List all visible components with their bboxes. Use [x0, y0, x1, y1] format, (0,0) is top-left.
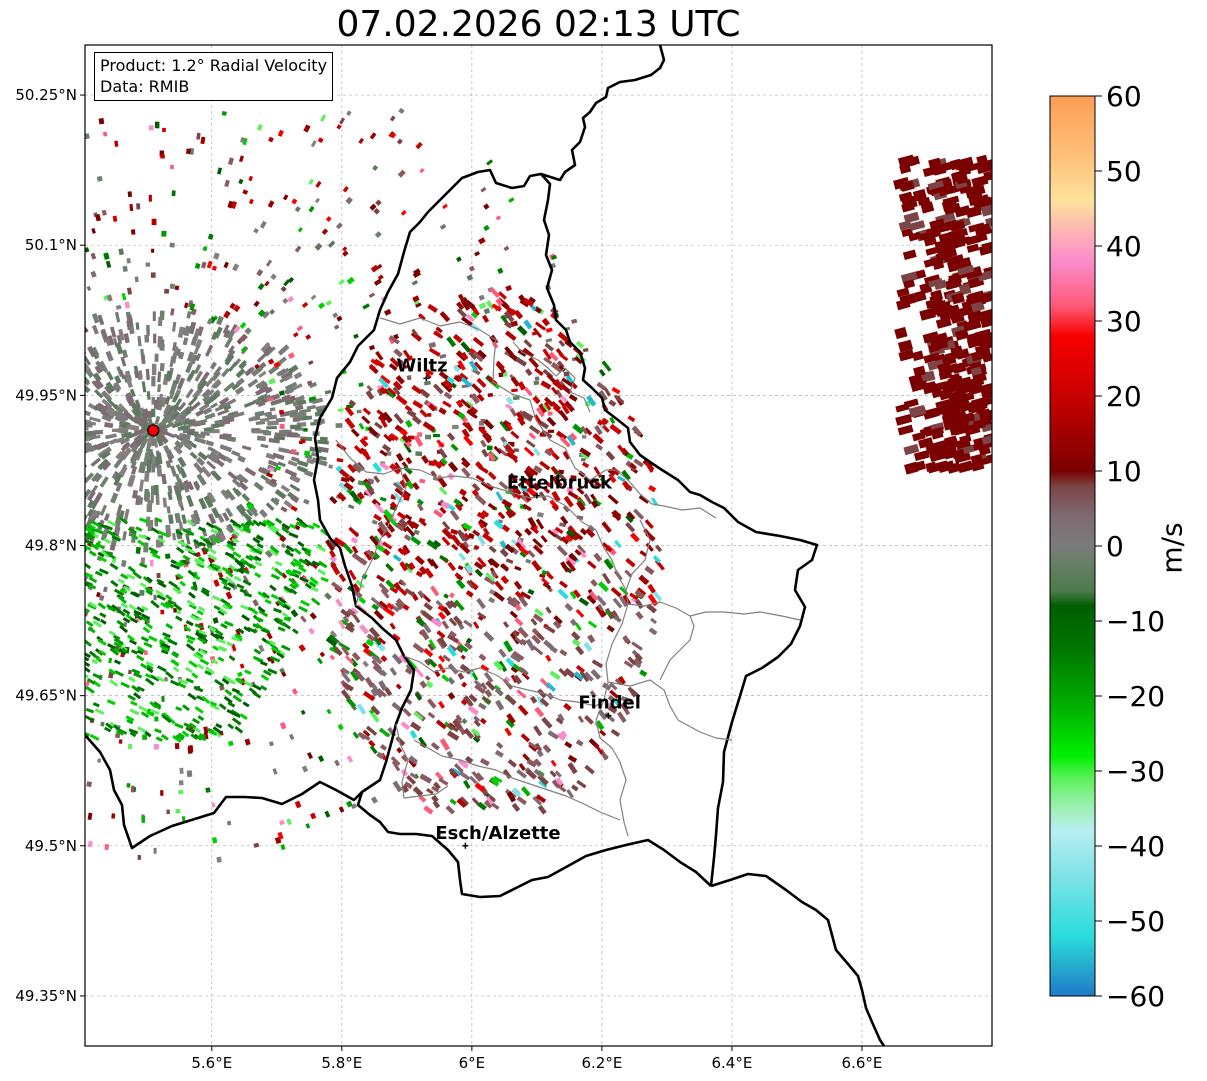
border-belgium-luxembourg — [427, 168, 819, 887]
colorbar-tick-label: −30 — [1106, 755, 1165, 788]
border-luxembourg-west — [312, 211, 712, 899]
data-source-label: Data: RMIB — [100, 77, 190, 96]
city-marker — [605, 712, 612, 719]
axis-ticks: 5.6°E 5.8°E 6°E 6.2°E 6.4°E 6.6°E 50.25°N 50.1°… — [15, 86, 882, 1072]
colorbar-tick-label: 20 — [1106, 380, 1142, 413]
city-marker — [533, 492, 540, 499]
lon-tick-label: 6.4°E — [712, 1054, 753, 1072]
lat-tick-label: 49.95°N — [15, 386, 77, 404]
radar-echo-layer — [85, 107, 992, 863]
city-label: Wiltz — [396, 355, 447, 376]
city-label: Findel — [578, 693, 641, 714]
colorbar-tick-label: 10 — [1106, 455, 1142, 488]
colorbar-tick-label: 30 — [1106, 305, 1142, 338]
lat-tick-label: 50.25°N — [15, 86, 77, 104]
lon-tick-label: 6°E — [459, 1054, 486, 1072]
lat-tick-label: 49.5°N — [25, 837, 77, 855]
country-borders — [85, 45, 886, 1046]
colorbar-unit-label: m/s — [1155, 522, 1189, 574]
colorbar-tick-label: 0 — [1106, 530, 1124, 563]
product-info-box: Product: 1.2° Radial Velocity Data: RMIB — [94, 52, 334, 101]
lon-tick-label: 5.6°E — [191, 1054, 232, 1072]
colorbar-tick-label: −50 — [1106, 905, 1165, 938]
lon-tick-label: 6.6°E — [842, 1054, 883, 1072]
lat-tick-label: 49.35°N — [15, 987, 77, 1005]
colorbar-gradient — [1049, 95, 1096, 997]
canton-borders — [335, 317, 801, 837]
colorbar-tick-label: 50 — [1106, 155, 1142, 188]
lat-tick-label: 50.1°N — [25, 236, 77, 254]
city-marker — [423, 375, 430, 382]
map-title: 07.02.2026 02:13 UTC — [336, 4, 741, 45]
lon-tick-label: 6.2°E — [581, 1054, 622, 1072]
colorbar-ticks: 60 50 40 30 20 10 0 −10 −20 −30 −40 −50 −60 — [1095, 80, 1165, 1013]
colorbar-tick-label: −40 — [1106, 830, 1165, 863]
colorbar-tick-label: −10 — [1106, 605, 1165, 638]
city-label: Ettelbruck — [507, 472, 613, 493]
border-germany-france — [710, 872, 886, 1046]
lat-tick-label: 49.65°N — [15, 687, 77, 705]
city-marker — [462, 842, 469, 849]
colorbar-tick-label: −60 — [1106, 980, 1165, 1013]
city-layer: Wiltz Ettelbruck Findel Esch/Alzette — [396, 355, 641, 849]
product-label: Product: 1.2° Radial Velocity — [100, 56, 328, 75]
colorbar-tick-label: −20 — [1106, 680, 1165, 713]
lon-tick-label: 5.8°E — [321, 1054, 362, 1072]
radar-site-marker — [147, 424, 160, 437]
city-label: Esch/Alzette — [435, 823, 560, 844]
colorbar-tick-label: 40 — [1106, 230, 1142, 263]
border-belgium-france — [85, 734, 363, 850]
colorbar-tick-label: 60 — [1106, 80, 1142, 113]
border-germany-north — [540, 45, 666, 182]
colorbar: 60 50 40 30 20 10 0 −10 −20 −30 −40 −50 −60 — [1049, 80, 1165, 1013]
lat-tick-label: 49.8°N — [25, 537, 77, 555]
